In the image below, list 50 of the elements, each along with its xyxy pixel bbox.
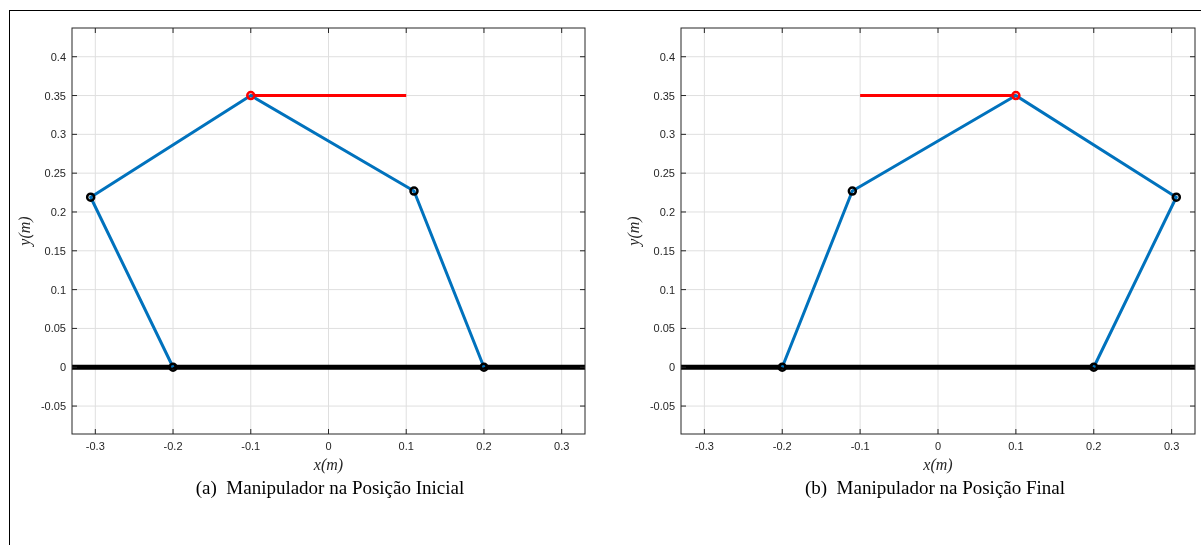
x-tick-label: 0.3 — [1163, 440, 1180, 452]
x-tick-label: -0.2 — [772, 440, 792, 452]
point — [847, 186, 858, 196]
x-tick-label: -0.2 — [163, 440, 183, 452]
point — [168, 362, 178, 372]
x-tick-label: -0.3 — [694, 440, 714, 452]
x-tick-label: -0.1 — [241, 440, 261, 452]
y-tick-label: 0.25 — [653, 167, 675, 180]
y-tick-label: 0 — [59, 361, 66, 374]
y-tick-label: -0.05 — [649, 400, 675, 413]
y-tick-label: 0.05 — [653, 322, 675, 335]
y-tick-label: 0.2 — [659, 205, 675, 218]
point — [246, 90, 256, 101]
y-tick-label: 0.25 — [44, 167, 66, 180]
point — [777, 362, 787, 372]
x-tick-label: 0.2 — [1086, 440, 1102, 452]
y-tick-label: 0.3 — [50, 128, 66, 141]
point — [409, 186, 419, 196]
y-axis-title: y(m) — [625, 216, 643, 248]
y-tick-label: 0.35 — [653, 89, 675, 102]
y-tick-label: -0.05 — [40, 400, 66, 413]
y-tick-label: 0 — [668, 361, 675, 374]
text: (b) Manipulador na Posição Final — [804, 477, 1066, 499]
y-tick-label: 0.2 — [50, 205, 66, 218]
point — [85, 192, 96, 202]
point — [479, 362, 489, 372]
point — [1171, 192, 1182, 202]
x-tick-label: -0.3 — [85, 440, 105, 452]
x-tick-label: 0.1 — [398, 440, 414, 452]
text: (a) Manipulador na Posição Inicial — [195, 477, 465, 499]
y-tick-label: 0.05 — [44, 322, 66, 335]
y-tick-label: 0.4 — [659, 50, 675, 63]
x-tick-label: 0.3 — [554, 440, 570, 452]
y-tick-label: 0.4 — [50, 50, 66, 63]
x-tick-label: 0 — [934, 440, 942, 452]
x-tick-label: 0 — [325, 440, 332, 452]
y-tick-label: 0.35 — [44, 89, 66, 102]
y-tick-label: 0.15 — [653, 244, 675, 257]
point — [1089, 362, 1099, 372]
y-tick-label: 0.1 — [50, 283, 66, 296]
y-tick-label: 0.3 — [659, 128, 675, 141]
x-tick-label: 0.2 — [476, 440, 492, 452]
x-axis-title: x(m) — [312, 456, 344, 474]
y-tick-label: 0.1 — [659, 283, 675, 296]
x-tick-label: 0.1 — [1008, 440, 1024, 452]
point — [1011, 90, 1021, 101]
y-tick-label: 0.15 — [44, 244, 66, 257]
x-axis-title: x(m) — [922, 456, 953, 474]
y-axis-title: y(m) — [16, 216, 34, 248]
x-tick-label: -0.1 — [850, 440, 870, 452]
